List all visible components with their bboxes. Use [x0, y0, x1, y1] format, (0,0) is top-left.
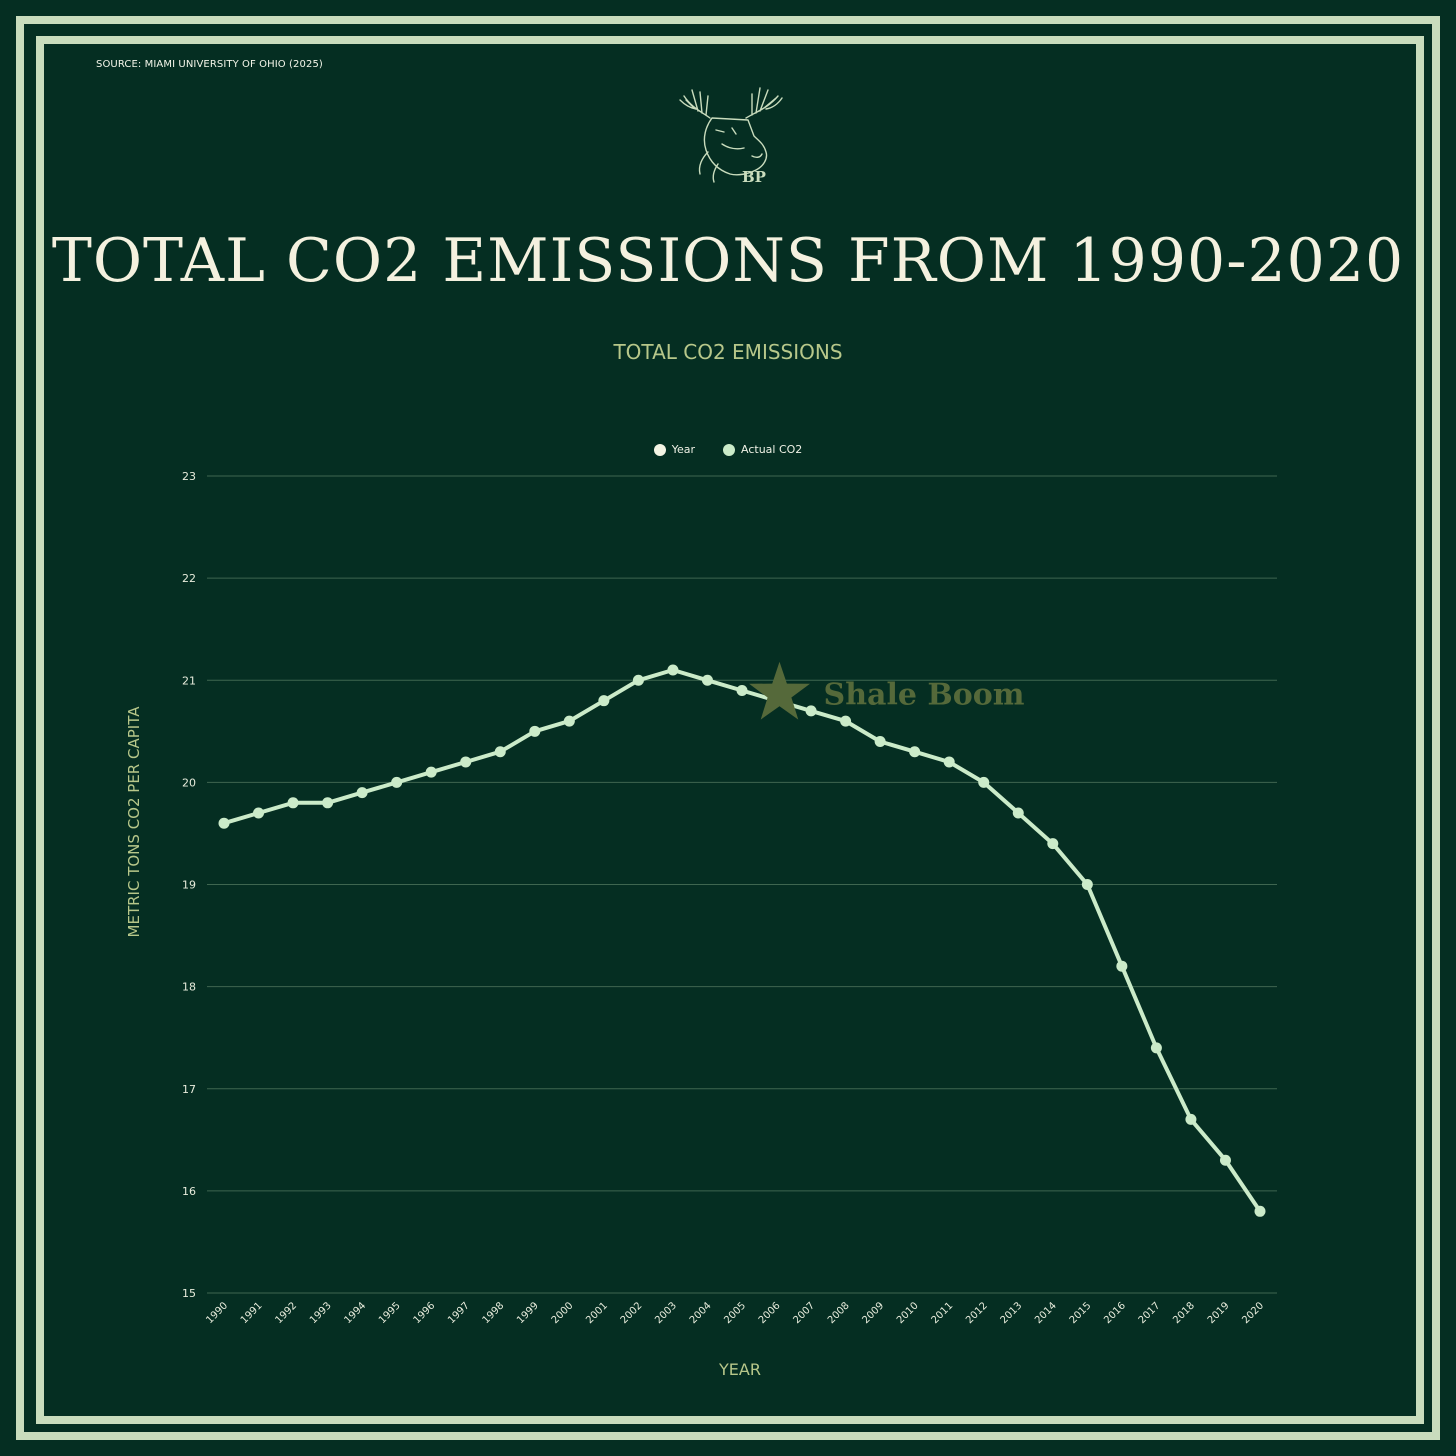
x-tick-label: 2020 [1240, 1300, 1266, 1326]
x-tick-label: 2018 [1171, 1300, 1197, 1326]
inner-frame [36, 36, 1424, 1424]
x-tick-label: 2008 [826, 1300, 852, 1326]
y-tick-label: 17 [182, 1083, 196, 1096]
data-point [1185, 1113, 1197, 1125]
annotations: Shale Boom [749, 661, 1025, 720]
legend-item-actual-co2: Actual CO2 [723, 443, 802, 456]
x-tick-label: 2004 [688, 1300, 714, 1326]
x-tick-label: 2017 [1137, 1300, 1163, 1326]
x-tick-label: 2016 [1102, 1300, 1128, 1326]
x-tick-label: 1994 [342, 1300, 368, 1326]
x-tick-label: 1997 [446, 1300, 472, 1326]
x-tick-label: 1990 [204, 1300, 230, 1326]
x-tick-label: 2011 [930, 1300, 956, 1326]
x-tick-label: 2005 [722, 1300, 748, 1326]
legend-marker-year [653, 443, 666, 456]
data-point [701, 674, 713, 686]
legend: Year Actual CO2 [0, 443, 1456, 456]
x-tick-label: 2002 [619, 1300, 645, 1326]
data-point [943, 756, 955, 768]
data-point [494, 746, 506, 758]
outer-frame [16, 16, 1440, 1440]
legend-label-year: Year [671, 443, 695, 456]
data-point [1081, 879, 1093, 890]
y-tick-label: 20 [182, 776, 196, 789]
x-tick-label: 1996 [412, 1300, 438, 1326]
data-point [632, 674, 644, 686]
y-tick-label: 23 [182, 470, 196, 483]
x-tick-label: 1993 [308, 1300, 334, 1326]
data-point [1254, 1205, 1266, 1217]
x-tick-label: 2014 [1033, 1300, 1059, 1326]
x-tick-label: 2003 [653, 1300, 679, 1326]
x-tick-label: 2010 [895, 1300, 921, 1326]
y-ticks: 15 16 17 18 19 20 21 22 23 [182, 470, 196, 1300]
data-point [874, 736, 886, 748]
x-tick-label: 2019 [1206, 1300, 1232, 1326]
chart-title: TOTAL CO2 EMISSIONS [613, 340, 843, 364]
legend-item-year: Year [653, 443, 695, 456]
data-point [1012, 807, 1024, 819]
data-point [1047, 838, 1059, 850]
y-tick-label: 18 [182, 981, 196, 994]
series-line-actual-co2 [222, 668, 1262, 1214]
data-point [425, 766, 437, 778]
x-tick-label: 1995 [377, 1300, 403, 1326]
x-ticks: 1990 1991 1992 1993 1994 1995 1996 1997 1998 1999… [204, 1300, 1266, 1326]
data-point [1219, 1154, 1231, 1166]
x-tick-label: 2007 [791, 1300, 817, 1326]
data-point [805, 705, 817, 717]
data-point [909, 746, 921, 758]
data-point [287, 797, 299, 809]
page-title: TOTAL CO2 EMISSIONS FROM 1990-2020 [51, 226, 1405, 296]
x-axis-label: YEAR [719, 1360, 761, 1379]
data-point [253, 807, 265, 819]
grid [207, 475, 1277, 1294]
y-tick-label: 19 [182, 879, 196, 892]
x-tick-label: 2015 [1068, 1300, 1094, 1326]
data-point [460, 756, 472, 768]
legend-label-actual-co2: Actual CO2 [741, 443, 803, 456]
x-tick-label: 2006 [757, 1300, 783, 1326]
y-tick-label: 16 [182, 1185, 196, 1198]
logo-text: BP [742, 168, 766, 186]
series-points [218, 664, 1266, 1217]
source-note: SOURCE: MIAMI UNIVERSITY OF OHIO (2025) [96, 59, 323, 70]
legend-marker-actual-co2 [723, 443, 735, 456]
data-point [667, 664, 679, 676]
x-tick-label: 1998 [481, 1300, 507, 1326]
annotation-label: Shale Boom [824, 678, 1025, 713]
x-tick-label: 1992 [273, 1300, 299, 1326]
data-point [563, 715, 575, 727]
data-point [840, 715, 852, 727]
x-tick-label: 2000 [550, 1300, 576, 1326]
data-point [391, 776, 403, 788]
data-point [978, 776, 990, 788]
y-tick-label: 22 [182, 572, 196, 585]
series-line [222, 668, 1262, 1214]
y-tick-label: 15 [182, 1287, 196, 1300]
data-point [322, 797, 334, 809]
data-point [1116, 960, 1128, 972]
moose-logo: BP [679, 87, 783, 186]
x-tick-label: 1999 [515, 1300, 541, 1326]
annotation-star-icon [749, 661, 810, 720]
data-point [529, 725, 541, 737]
x-tick-label: 2001 [584, 1300, 610, 1326]
x-tick-label: 2009 [860, 1300, 886, 1326]
data-point [736, 684, 748, 696]
x-tick-label: 1991 [239, 1300, 265, 1326]
data-point [356, 787, 368, 799]
data-point [598, 695, 610, 707]
x-tick-label: 2012 [964, 1300, 990, 1326]
x-tick-label: 2013 [999, 1300, 1025, 1326]
data-point [1150, 1042, 1162, 1054]
data-point [218, 817, 230, 829]
y-tick-label: 21 [182, 674, 196, 687]
